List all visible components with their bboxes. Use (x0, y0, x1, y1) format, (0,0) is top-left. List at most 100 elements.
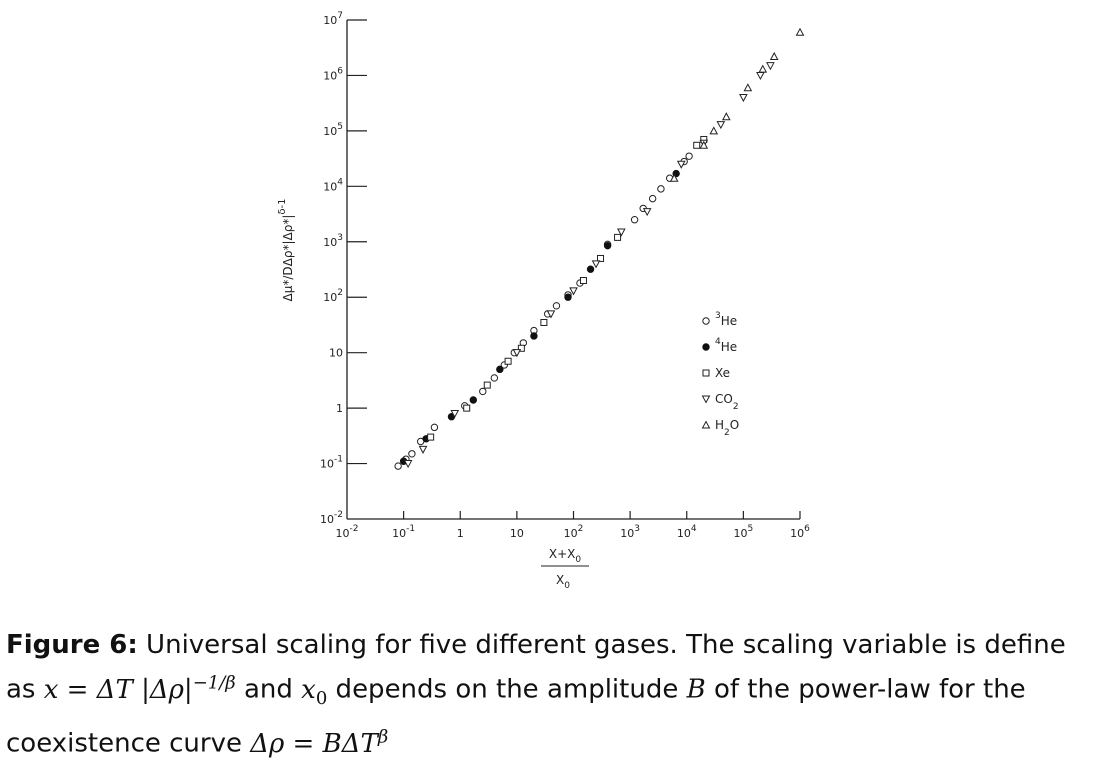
x-tick-label: 105 (734, 524, 754, 540)
down-triangle-marker (701, 395, 711, 404)
chart-figure: 10-2 10-1 1 10 102 103 104 105 106 10-2 10-1 1 10 102… (270, 0, 820, 600)
data-point (517, 344, 525, 352)
caption-math-4-exponent: β (377, 725, 389, 747)
data-point (552, 302, 561, 310)
data-point (699, 140, 709, 149)
y-axis-title: Δμ*/DΔρ*|Δρ*|δ-1 (277, 199, 295, 302)
caption-math-scaling-variable: x = ΔT |Δρ|−1/β (43, 672, 236, 705)
data-point (743, 83, 753, 92)
data-point (795, 27, 805, 36)
data-point (657, 185, 665, 193)
data-point (403, 460, 413, 469)
x-tick-label: 102 (564, 524, 584, 540)
caption-math-1: x = ΔT |Δρ| (43, 674, 193, 705)
x-tick-label: 10 (510, 527, 524, 540)
data-point (676, 160, 686, 169)
legend-label: CO2 (715, 392, 739, 412)
x-tick-label: 1 (457, 527, 464, 540)
data-point (469, 396, 477, 404)
axes: 10-2 10-1 1 10 102 103 104 105 106 10-2 10-1 1 10 102… (320, 11, 810, 540)
data-point (669, 173, 679, 182)
x-tick-label: 106 (790, 524, 810, 540)
data-point (564, 293, 572, 301)
data-point (418, 445, 428, 454)
caption-math-x0: x0 (301, 674, 327, 709)
data-point (758, 64, 768, 73)
open-square-marker (702, 369, 710, 377)
data-point (450, 409, 460, 419)
filled-circle-marker (702, 343, 710, 351)
caption-math-2-subscript: 0 (315, 687, 328, 709)
y-tick-label: 105 (323, 122, 343, 138)
data-point (642, 208, 652, 217)
caption-math-1-exponent: −1/β (192, 672, 236, 693)
caption-math-coexistence: Δρ = BΔTβ (250, 725, 389, 759)
data-point (617, 228, 626, 237)
data-point (630, 216, 639, 224)
y-tick-label: 10-2 (320, 510, 343, 526)
x-axis-title-numerator: X+X0 (549, 547, 582, 565)
x-tick-label: 104 (677, 524, 697, 540)
up-triangle-marker (701, 420, 711, 429)
data-point (766, 62, 775, 71)
data-point (739, 94, 748, 103)
x-tick-label: 103 (620, 524, 640, 540)
caption-text-2: and (235, 674, 302, 705)
y-tick-label: 103 (323, 233, 343, 249)
data-point (597, 254, 605, 262)
data-point (479, 387, 487, 396)
data-points (394, 27, 805, 470)
x-tick-label: 10-2 (336, 524, 359, 540)
data-point (769, 51, 779, 60)
data-point (603, 241, 612, 250)
y-tick-label: 106 (323, 66, 343, 82)
legend-label: 3He (715, 311, 737, 328)
legend-label: 4He (715, 337, 737, 354)
data-point (756, 71, 765, 80)
x-axis-title-denominator: X0 (556, 573, 570, 591)
legend: 3He 4He Xe CO2 H2O (701, 311, 739, 438)
data-point (427, 433, 435, 441)
open-circle-marker (702, 317, 710, 325)
data-point (408, 450, 416, 458)
legend-label: H2O (715, 418, 739, 438)
data-point (709, 126, 719, 135)
y-tick-label: 1 (336, 402, 343, 415)
data-point (463, 404, 471, 412)
y-tick-label: 104 (323, 177, 343, 193)
data-point (394, 462, 402, 470)
y-tick-label: 10 (329, 347, 343, 360)
data-point (579, 277, 587, 285)
data-point (496, 365, 504, 374)
y-tick-label: 102 (323, 288, 343, 304)
caption-text-4: of the power-law for the coexistence cur… (6, 674, 1026, 759)
caption-text-1: Universal scaling for five different gas… (6, 630, 1066, 705)
data-point (721, 112, 731, 121)
data-point (716, 121, 726, 130)
data-point (483, 381, 491, 389)
data-point (591, 260, 601, 269)
figure-caption: Figure 6: Universal scaling for five dif… (6, 626, 1091, 763)
scatter-plot: 10-2 10-1 1 10 102 103 104 105 106 10-2 10-1 1 10 102… (277, 11, 810, 591)
data-point (614, 233, 622, 241)
axis-titles: X+X0 X0 Δμ*/DΔρ*|Δρ*|δ-1 (277, 199, 589, 591)
data-point (546, 310, 556, 319)
data-point (648, 194, 657, 203)
data-point (430, 423, 439, 432)
y-tick-label: 10-1 (320, 455, 343, 471)
data-point (586, 265, 595, 273)
data-point (530, 332, 538, 340)
data-point (569, 287, 578, 296)
legend-label: Xe (715, 366, 730, 380)
data-point (685, 152, 693, 160)
y-tick-label: 107 (323, 11, 343, 27)
data-point (490, 374, 499, 382)
data-point (512, 349, 522, 358)
caption-math-4: Δρ = BΔT (250, 728, 378, 759)
x-tick-label: 10-1 (392, 524, 415, 540)
data-point (693, 141, 701, 149)
caption-math-2: x (301, 674, 316, 705)
data-point (540, 319, 548, 327)
caption-text-3: depends on the amplitude (327, 674, 687, 705)
caption-label: Figure 6: (6, 630, 138, 660)
